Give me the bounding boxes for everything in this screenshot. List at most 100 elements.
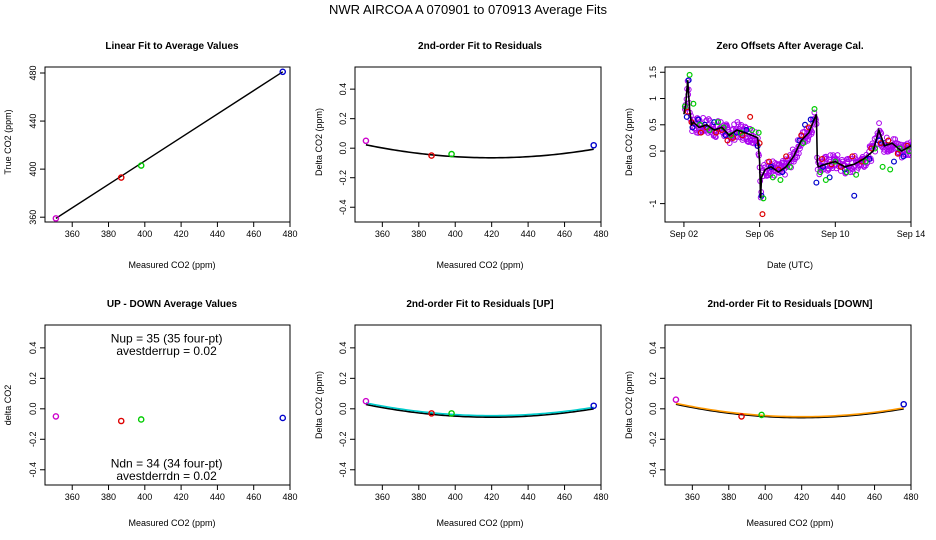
y-axis-label: True CO2 (ppm): [3, 109, 13, 174]
offset-point: [686, 71, 693, 78]
data-point: [590, 141, 598, 149]
x-tick-label: 460: [867, 492, 882, 502]
fit-curve: [675, 403, 904, 419]
offset-point: [783, 153, 790, 160]
x-tick-label: 400: [448, 492, 463, 502]
y-tick-label: 0.4: [338, 83, 348, 96]
fit-curve: [675, 402, 904, 418]
offset-point: [843, 169, 850, 176]
x-tick-label: 400: [758, 492, 773, 502]
data-point: [137, 416, 145, 423]
offset-point: [885, 137, 892, 144]
x-tick-label: 380: [721, 492, 736, 502]
x-tick-label: Sep 14: [897, 229, 926, 239]
x-tick-label: 480: [903, 492, 918, 502]
data-layer: [362, 397, 598, 418]
x-tick-label: 480: [282, 492, 297, 502]
x-axis-label: Date (UTC): [767, 260, 813, 270]
offset-point: [861, 164, 868, 170]
plot-frame: [44, 66, 291, 223]
x-tick-label: 440: [210, 492, 225, 502]
x-tick-label: Sep 10: [821, 229, 850, 239]
data-layer: [52, 68, 287, 222]
x-tick-label: 420: [174, 229, 189, 239]
x-tick-label: 380: [411, 492, 426, 502]
x-tick-label: Sep 06: [745, 229, 774, 239]
panel-residual-fit: 2nd-order Fit to Residuals Measured CO2 …: [314, 41, 609, 270]
x-tick-label: 480: [593, 229, 608, 239]
data-layer: [672, 396, 908, 420]
offset-point: [811, 109, 818, 116]
y-tick-label: 0.4: [648, 342, 658, 355]
y-axis-label: Delta CO2 (ppm): [314, 108, 324, 176]
offset-point: [798, 132, 805, 139]
offset-point: [851, 153, 858, 159]
x-tick-label: 360: [65, 492, 80, 502]
y-tick-label: -0.4: [338, 199, 348, 215]
fit-line: [55, 71, 284, 219]
y-tick-label: -1: [648, 200, 658, 208]
offset-point: [819, 155, 826, 162]
offset-point: [713, 129, 720, 136]
fit-curve: [365, 143, 594, 159]
panel-title: Linear Fit to Average Values: [105, 41, 239, 52]
offset-point: [690, 100, 697, 107]
x-tick-label: 460: [246, 492, 261, 502]
offset-point: [853, 171, 860, 178]
offset-point: [749, 127, 756, 134]
plot-frame: [354, 66, 602, 223]
data-layer: [681, 71, 919, 218]
offset-point: [807, 116, 814, 123]
offset-point: [753, 140, 760, 147]
data-point: [279, 414, 287, 422]
annotation-text: avestderrup = 0.02: [116, 344, 217, 358]
offset-point: [766, 158, 773, 165]
offset-point: [849, 153, 856, 160]
data-point: [279, 68, 287, 76]
x-tick-label: 360: [65, 229, 80, 239]
x-tick-label: 440: [521, 492, 536, 502]
x-tick-label: 480: [282, 229, 297, 239]
offset-point: [913, 133, 918, 138]
offset-point: [743, 127, 750, 134]
offset-point: [914, 120, 919, 125]
y-tick-label: -0.2: [338, 170, 348, 186]
y-tick-label: -0.4: [338, 462, 348, 478]
offset-point: [769, 174, 776, 181]
x-axis-label: Measured CO2 (ppm): [128, 518, 215, 528]
offset-point: [887, 166, 894, 173]
data-point: [428, 152, 435, 159]
offset-trend-line: [683, 80, 911, 199]
offset-point: [743, 124, 750, 131]
offset-point: [879, 163, 886, 170]
x-tick-label: 360: [375, 492, 390, 502]
x-tick-label: 420: [484, 492, 499, 502]
offset-point: [724, 137, 731, 144]
data-layer: [362, 137, 598, 159]
offset-point: [695, 116, 702, 123]
offset-point: [697, 129, 704, 136]
offset-point: [834, 152, 841, 158]
offset-point: [908, 149, 911, 156]
y-tick-label: -0.4: [648, 462, 658, 478]
offset-point: [742, 123, 749, 130]
offset-point: [912, 136, 917, 141]
plot-frame: [354, 324, 602, 486]
offset-point: [824, 167, 831, 174]
offset-point: [722, 132, 729, 139]
y-tick-label: 0.5: [648, 119, 658, 132]
plot-frame: [664, 324, 912, 486]
data-layer: [52, 413, 287, 425]
offset-point: [912, 146, 917, 151]
data-point: [362, 137, 370, 145]
offset-point: [755, 129, 762, 136]
y-tick-label: 480: [28, 65, 38, 80]
offset-point: [890, 158, 897, 165]
offset-point: [759, 211, 766, 218]
x-axis-label: Measured CO2 (ppm): [436, 518, 523, 528]
y-tick-label: 360: [28, 210, 38, 225]
y-tick-label: 440: [28, 114, 38, 129]
offset-point: [909, 141, 911, 146]
annotation-text: avestderrdn = 0.02: [116, 469, 217, 483]
panel-residual-fit-up: 2nd-order Fit to Residuals [UP] Measured…: [314, 299, 609, 528]
